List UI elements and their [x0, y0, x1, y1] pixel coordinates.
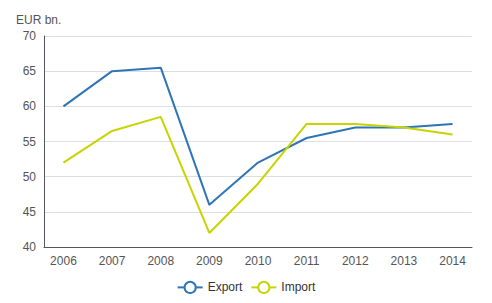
- svg-text:60: 60: [23, 99, 37, 113]
- svg-text:Import: Import: [281, 280, 316, 294]
- svg-text:2012: 2012: [342, 254, 369, 268]
- svg-text:2009: 2009: [196, 254, 223, 268]
- svg-text:55: 55: [23, 135, 37, 149]
- svg-text:2007: 2007: [99, 254, 126, 268]
- svg-text:40: 40: [23, 240, 37, 254]
- svg-text:2014: 2014: [439, 254, 466, 268]
- svg-text:70: 70: [23, 29, 37, 43]
- svg-text:Export: Export: [208, 280, 243, 294]
- svg-text:2010: 2010: [245, 254, 272, 268]
- svg-text:65: 65: [23, 64, 37, 78]
- svg-text:2011: 2011: [294, 254, 320, 268]
- svg-text:45: 45: [23, 205, 37, 219]
- svg-text:2006: 2006: [50, 254, 77, 268]
- svg-text:50: 50: [23, 170, 37, 184]
- svg-text:2008: 2008: [147, 254, 174, 268]
- svg-text:2013: 2013: [391, 254, 418, 268]
- svg-text:EUR bn.: EUR bn.: [16, 13, 61, 27]
